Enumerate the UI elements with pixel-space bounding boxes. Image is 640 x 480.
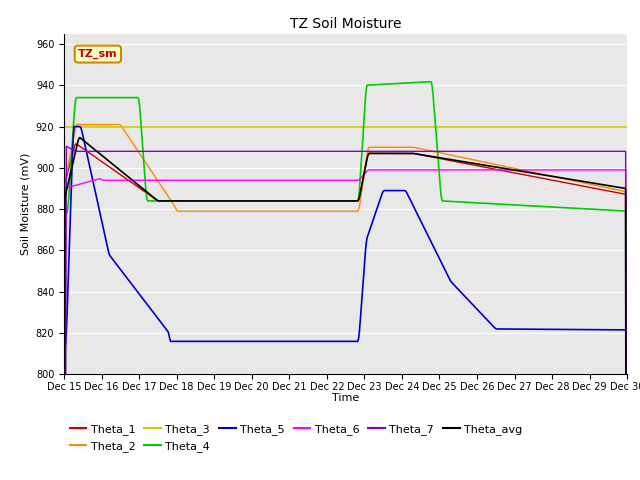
Theta_6 [365, 167, 373, 173]
Theta_1 [186, 198, 194, 204]
Theta_5 [71, 124, 79, 130]
Theta_avg [76, 135, 83, 141]
Theta_3 [70, 124, 78, 130]
Theta_6 [128, 178, 136, 183]
Theta_7 [63, 144, 70, 149]
Theta_avg [129, 178, 137, 183]
Theta_2 [70, 132, 78, 138]
Theta_4 [414, 80, 422, 85]
Theta_1 [129, 180, 137, 186]
Theta_7 [415, 148, 422, 154]
X-axis label: Time: Time [332, 394, 359, 403]
Line: Theta_1: Theta_1 [64, 144, 627, 480]
Theta_4 [427, 79, 435, 84]
Theta_4 [186, 198, 193, 204]
Theta_7 [431, 148, 439, 154]
Theta_7 [129, 148, 137, 154]
Theta_5 [129, 283, 137, 288]
Theta_1 [415, 152, 422, 157]
Title: TZ Soil Moisture: TZ Soil Moisture [290, 17, 401, 31]
Line: Theta_avg: Theta_avg [64, 138, 627, 480]
Line: Theta_2: Theta_2 [64, 124, 627, 480]
Theta_2 [216, 208, 224, 214]
Legend: Theta_1, Theta_2, Theta_3, Theta_4, Theta_5, Theta_6, Theta_7, Theta_avg: Theta_1, Theta_2, Theta_3, Theta_4, Thet… [70, 424, 522, 452]
Theta_6 [415, 167, 422, 173]
Text: TZ_sm: TZ_sm [78, 49, 118, 59]
Theta_7 [71, 148, 79, 154]
Theta_5 [415, 214, 422, 220]
Theta_4 [70, 111, 78, 117]
Theta_avg [431, 154, 439, 160]
Theta_3 [128, 124, 136, 130]
Theta_avg [70, 155, 78, 160]
Theta_6 [215, 178, 223, 183]
Theta_3 [215, 124, 223, 130]
Theta_2 [74, 121, 81, 127]
Theta_2 [415, 145, 422, 151]
Theta_4 [215, 198, 223, 204]
Theta_5 [216, 338, 224, 344]
Theta_1 [72, 141, 79, 147]
Theta_3 [431, 124, 438, 130]
Theta_4 [128, 95, 136, 100]
Theta_4 [431, 121, 439, 127]
Theta_5 [70, 124, 78, 130]
Theta_5 [186, 338, 194, 344]
Theta_1 [431, 155, 439, 160]
Y-axis label: Soil Moisture (mV): Soil Moisture (mV) [20, 153, 30, 255]
Theta_1 [216, 198, 224, 204]
Theta_7 [216, 148, 224, 154]
Line: Theta_7: Theta_7 [64, 146, 627, 480]
Theta_avg [415, 152, 422, 157]
Theta_3 [414, 124, 422, 130]
Line: Theta_6: Theta_6 [64, 170, 627, 480]
Theta_6 [186, 178, 193, 183]
Theta_6 [431, 167, 439, 173]
Theta_2 [186, 208, 194, 214]
Theta_2 [129, 141, 137, 146]
Theta_3 [623, 124, 631, 130]
Theta_2 [431, 149, 439, 155]
Theta_5 [431, 247, 439, 253]
Line: Theta_4: Theta_4 [64, 82, 627, 480]
Theta_avg [186, 198, 194, 204]
Theta_7 [186, 148, 194, 154]
Theta_avg [216, 198, 224, 204]
Theta_3 [186, 124, 193, 130]
Theta_1 [70, 144, 78, 150]
Theta_6 [70, 183, 78, 189]
Line: Theta_5: Theta_5 [64, 127, 627, 480]
Theta_3 [60, 124, 68, 130]
